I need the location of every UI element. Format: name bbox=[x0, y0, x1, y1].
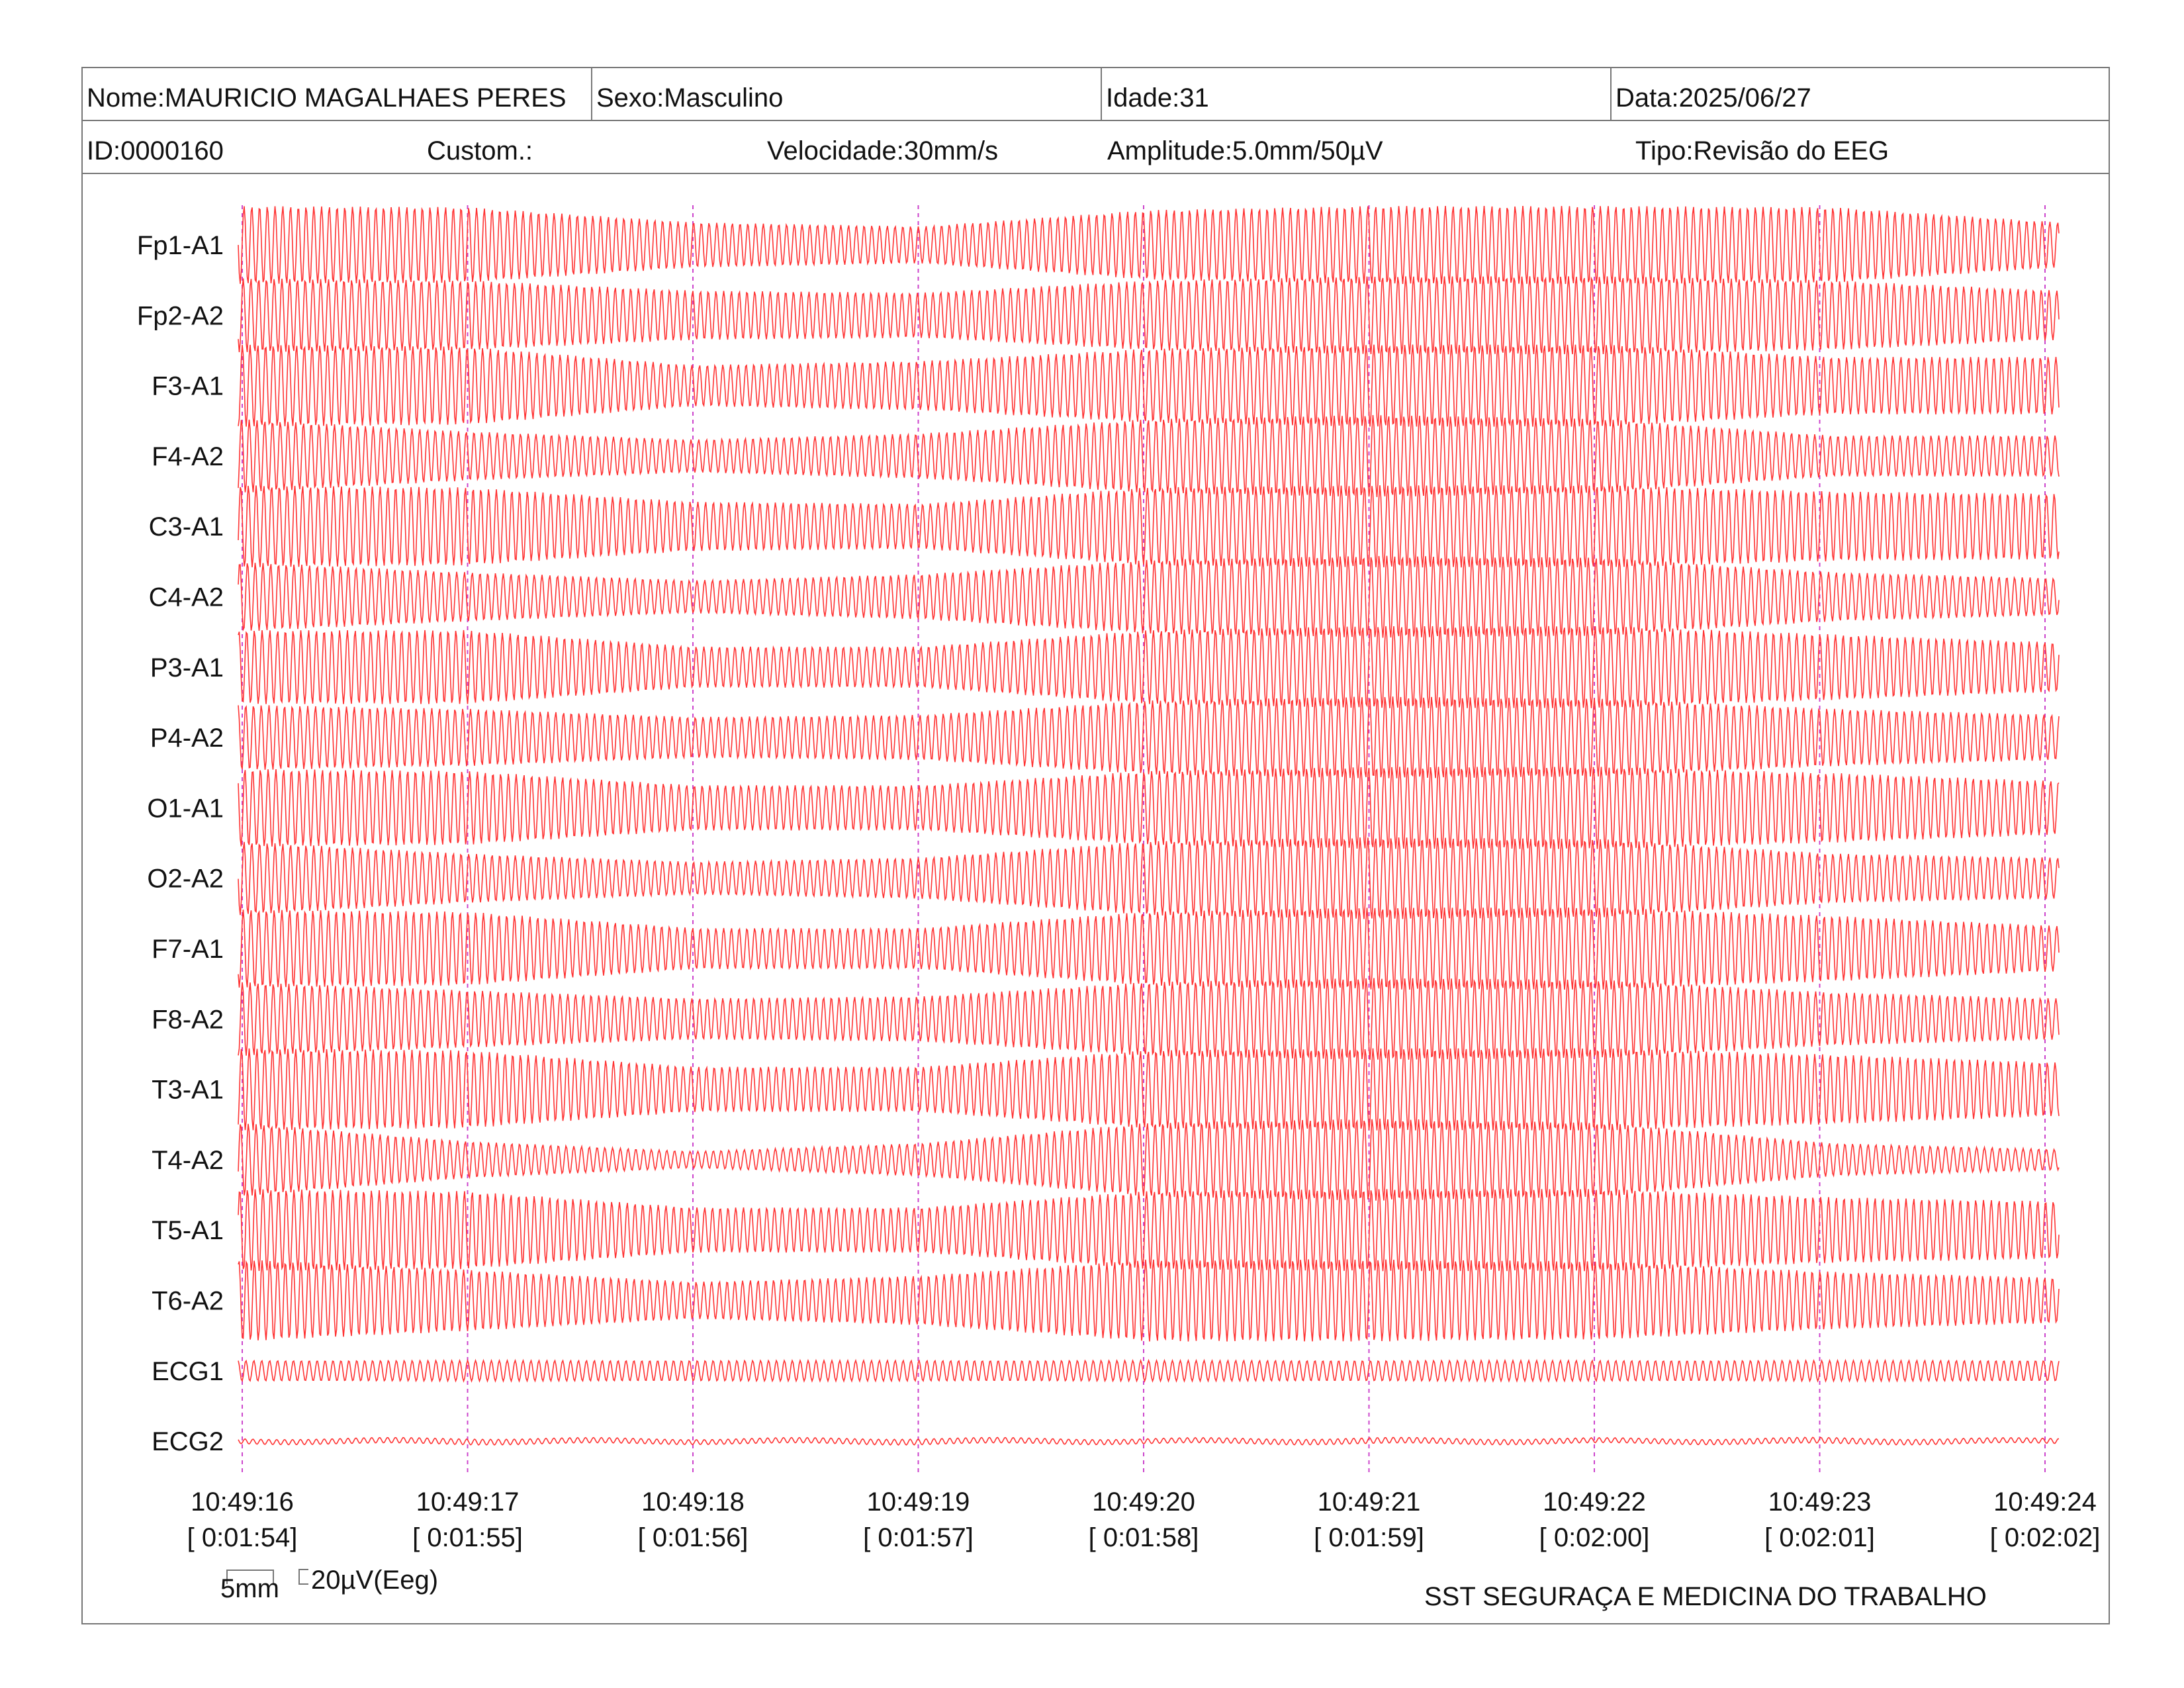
channel-label: Fp1-A1 bbox=[137, 231, 224, 260]
eeg-trace bbox=[238, 907, 2060, 990]
eeg-trace bbox=[238, 344, 2060, 427]
eeg-trace bbox=[238, 1118, 2060, 1201]
time-clock-label: 10:49:22 bbox=[1543, 1487, 1646, 1517]
scale-uv-bracket bbox=[298, 1569, 308, 1585]
eeg-trace bbox=[238, 485, 2060, 568]
scale-uv-label: 20µV(Eeg) bbox=[311, 1566, 439, 1595]
time-elapsed-label: [ 0:01:59] bbox=[1314, 1523, 1424, 1552]
eeg-trace bbox=[238, 555, 2060, 638]
channel-label: F8-A2 bbox=[152, 1005, 224, 1034]
review-type: Tipo:Revisão do EEG bbox=[1635, 136, 1889, 165]
eeg-trace bbox=[238, 1189, 2060, 1272]
time-elapsed-label: [ 0:01:54] bbox=[187, 1523, 298, 1552]
time-elapsed-label: [ 0:01:57] bbox=[863, 1523, 974, 1552]
channel-label: T5-A1 bbox=[152, 1216, 224, 1245]
eeg-trace bbox=[238, 837, 2060, 919]
company-name: SST SEGURAÇA E MEDICINA DO TRABALHO bbox=[1424, 1582, 1987, 1611]
time-clock-label: 10:49:18 bbox=[641, 1487, 745, 1517]
channel-label: ECG1 bbox=[152, 1357, 224, 1386]
header-row-2: ID:0000160 Custom.: Velocidade:30mm/s Am… bbox=[83, 121, 2109, 174]
channel-label: O1-A1 bbox=[147, 794, 224, 823]
patient-name: Nome:MAURICIO MAGALHAES PERES bbox=[83, 68, 592, 120]
patient-sex: Sexo:Masculino bbox=[592, 68, 1102, 120]
channel-label: C4-A2 bbox=[149, 583, 224, 612]
time-elapsed-label: [ 0:01:58] bbox=[1089, 1523, 1199, 1552]
channel-label: C3-A1 bbox=[149, 512, 224, 541]
time-clock-label: 10:49:17 bbox=[416, 1487, 520, 1517]
channel-label: Fp2-A2 bbox=[137, 301, 224, 330]
time-clock-label: 10:49:24 bbox=[1993, 1487, 2097, 1517]
channel-label: T3-A1 bbox=[152, 1076, 224, 1105]
time-elapsed-label: [ 0:01:55] bbox=[412, 1523, 523, 1552]
eeg-trace bbox=[238, 1358, 2060, 1383]
eeg-trace bbox=[238, 1259, 2060, 1342]
patient-age: Idade:31 bbox=[1102, 68, 1612, 120]
header-row-1: Nome:MAURICIO MAGALHAES PERES Sexo:Mascu… bbox=[83, 68, 2109, 121]
time-elapsed-label: [ 0:01:56] bbox=[638, 1523, 749, 1552]
speed-setting: Velocidade:30mm/s bbox=[767, 136, 999, 165]
time-clock-label: 10:49:20 bbox=[1092, 1487, 1195, 1517]
time-clock-label: 10:49:21 bbox=[1318, 1487, 1421, 1517]
patient-id: ID:0000160 bbox=[87, 136, 224, 165]
time-clock-label: 10:49:19 bbox=[867, 1487, 970, 1517]
time-clock-label: 10:49:23 bbox=[1768, 1487, 1872, 1517]
channel-label: T4-A2 bbox=[152, 1146, 224, 1175]
eeg-trace bbox=[238, 696, 2060, 778]
scale-mm-bracket bbox=[226, 1570, 274, 1584]
time-elapsed-label: [ 0:02:02] bbox=[1990, 1523, 2101, 1552]
eeg-trace bbox=[238, 206, 2060, 284]
eeg-trace bbox=[238, 1436, 2059, 1446]
channel-label: F4-A2 bbox=[152, 442, 224, 471]
eeg-trace bbox=[238, 978, 2060, 1060]
report-frame: Nome:MAURICIO MAGALHAES PERES Sexo:Mascu… bbox=[81, 67, 2110, 1624]
scale-mm-label: 5mm bbox=[220, 1574, 279, 1603]
channel-label: T6-A2 bbox=[152, 1287, 224, 1316]
channel-label: O2-A2 bbox=[147, 865, 224, 894]
channel-label: P4-A2 bbox=[150, 724, 224, 753]
channel-label: P3-A1 bbox=[150, 653, 224, 682]
channel-label: F7-A1 bbox=[152, 935, 224, 964]
eeg-trace bbox=[238, 276, 2060, 355]
time-elapsed-label: [ 0:02:01] bbox=[1764, 1523, 1875, 1552]
custom-field: Custom.: bbox=[427, 136, 533, 165]
channel-label: ECG2 bbox=[152, 1427, 224, 1456]
record-date: Data:2025/06/27 bbox=[1615, 83, 1811, 113]
time-elapsed-label: [ 0:02:00] bbox=[1539, 1523, 1650, 1552]
eeg-trace bbox=[238, 1048, 2060, 1131]
eeg-trace bbox=[238, 626, 2060, 708]
eeg-trace bbox=[238, 415, 2060, 497]
eeg-trace bbox=[238, 767, 2060, 849]
channel-label: F3-A1 bbox=[152, 372, 224, 401]
time-clock-label: 10:49:16 bbox=[191, 1487, 294, 1517]
amplitude-setting: Amplitude:5.0mm/50µV bbox=[1107, 136, 1383, 165]
